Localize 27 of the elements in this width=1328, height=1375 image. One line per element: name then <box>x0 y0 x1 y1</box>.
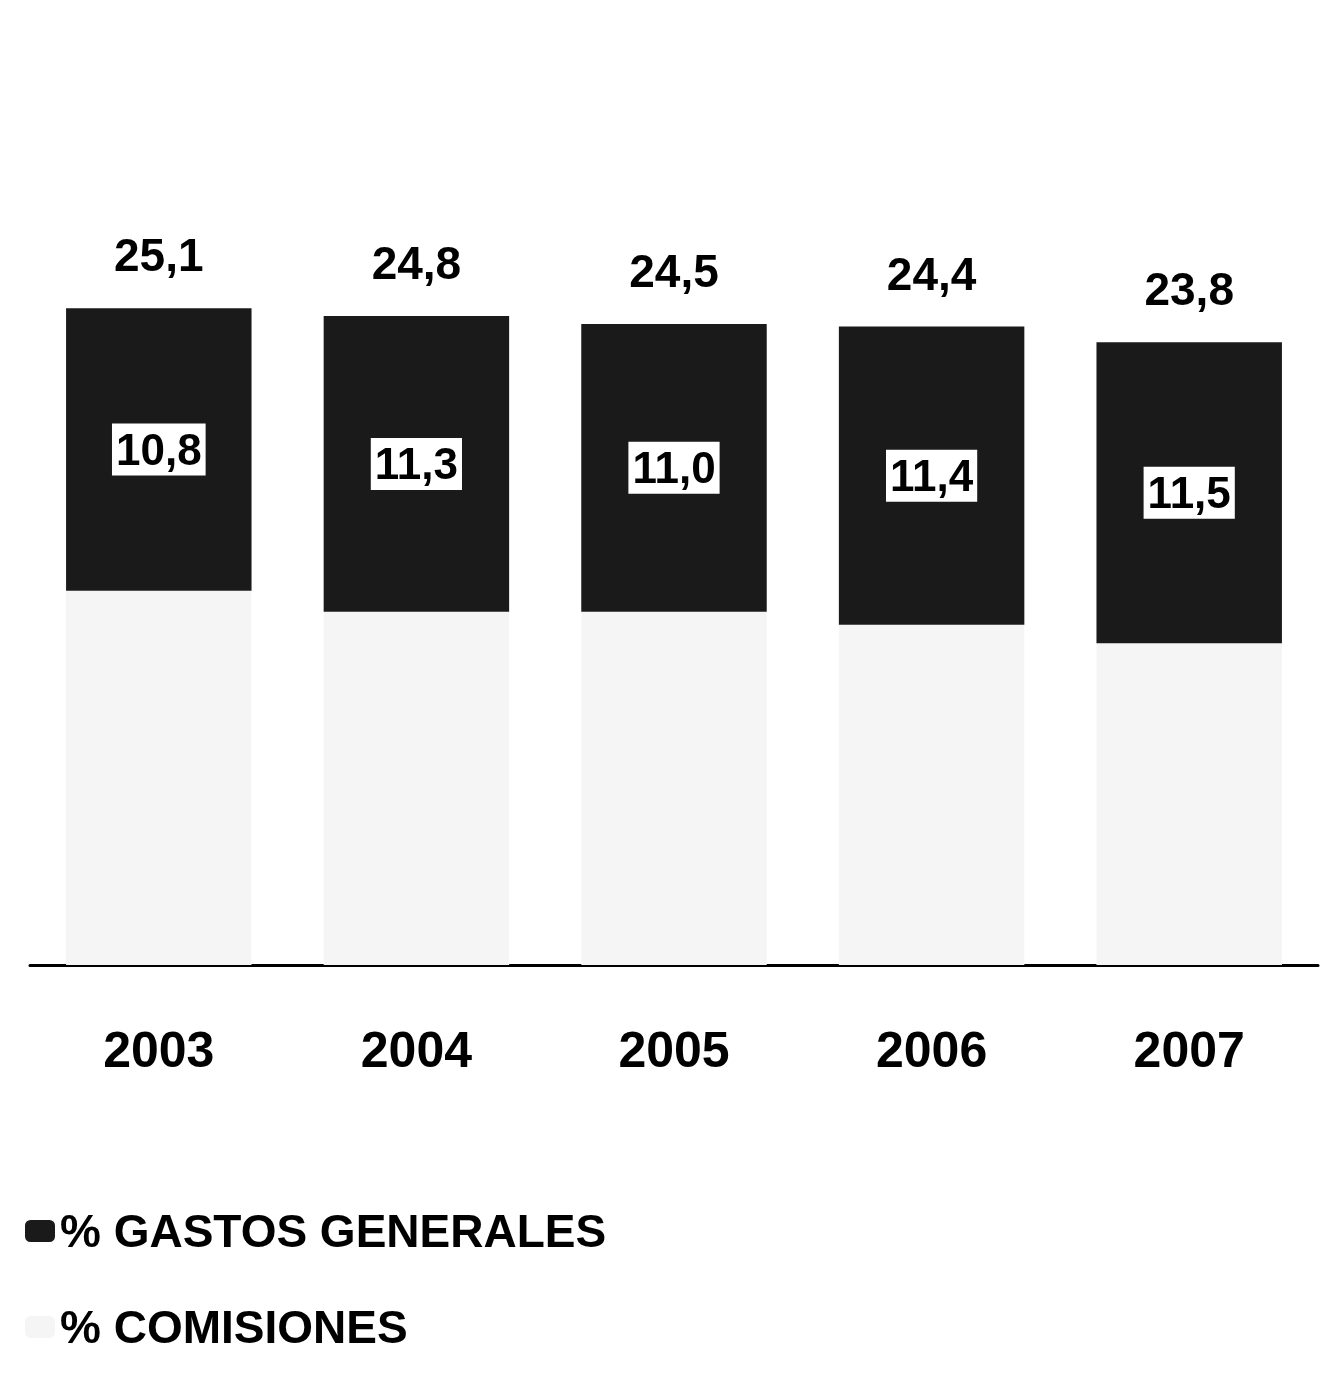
data-label: 11,5 <box>1147 468 1231 518</box>
data-label: 11,3 <box>374 439 459 489</box>
bar <box>1096 342 1282 644</box>
data-label: 10,8 <box>115 425 202 475</box>
bar <box>66 590 252 965</box>
x-tick-label: 2004 <box>360 1022 473 1078</box>
total-label: 23,8 <box>1144 263 1234 316</box>
bar <box>323 611 510 965</box>
bar <box>838 624 1025 965</box>
legend-label: % COMISIONES <box>60 1301 408 1353</box>
bar <box>581 611 767 965</box>
bar <box>581 323 767 612</box>
total-label: 24,4 <box>886 247 977 300</box>
bar <box>838 326 1025 625</box>
bar <box>323 316 510 612</box>
x-tick-label: 2005 <box>618 1022 730 1078</box>
total-label: 25,1 <box>114 229 204 282</box>
bar <box>1096 643 1282 965</box>
total-label: 24,5 <box>629 244 719 297</box>
data-label: 11,4 <box>889 451 974 501</box>
legend-label: % GASTOS GENERALES <box>60 1205 607 1257</box>
data-label: 11,0 <box>632 443 716 493</box>
x-tick-label: 2006 <box>875 1022 988 1078</box>
total-label: 24,8 <box>371 237 462 290</box>
bar <box>66 308 252 591</box>
x-tick-label: 2003 <box>103 1022 215 1078</box>
x-tick-label: 2007 <box>1133 1022 1245 1078</box>
